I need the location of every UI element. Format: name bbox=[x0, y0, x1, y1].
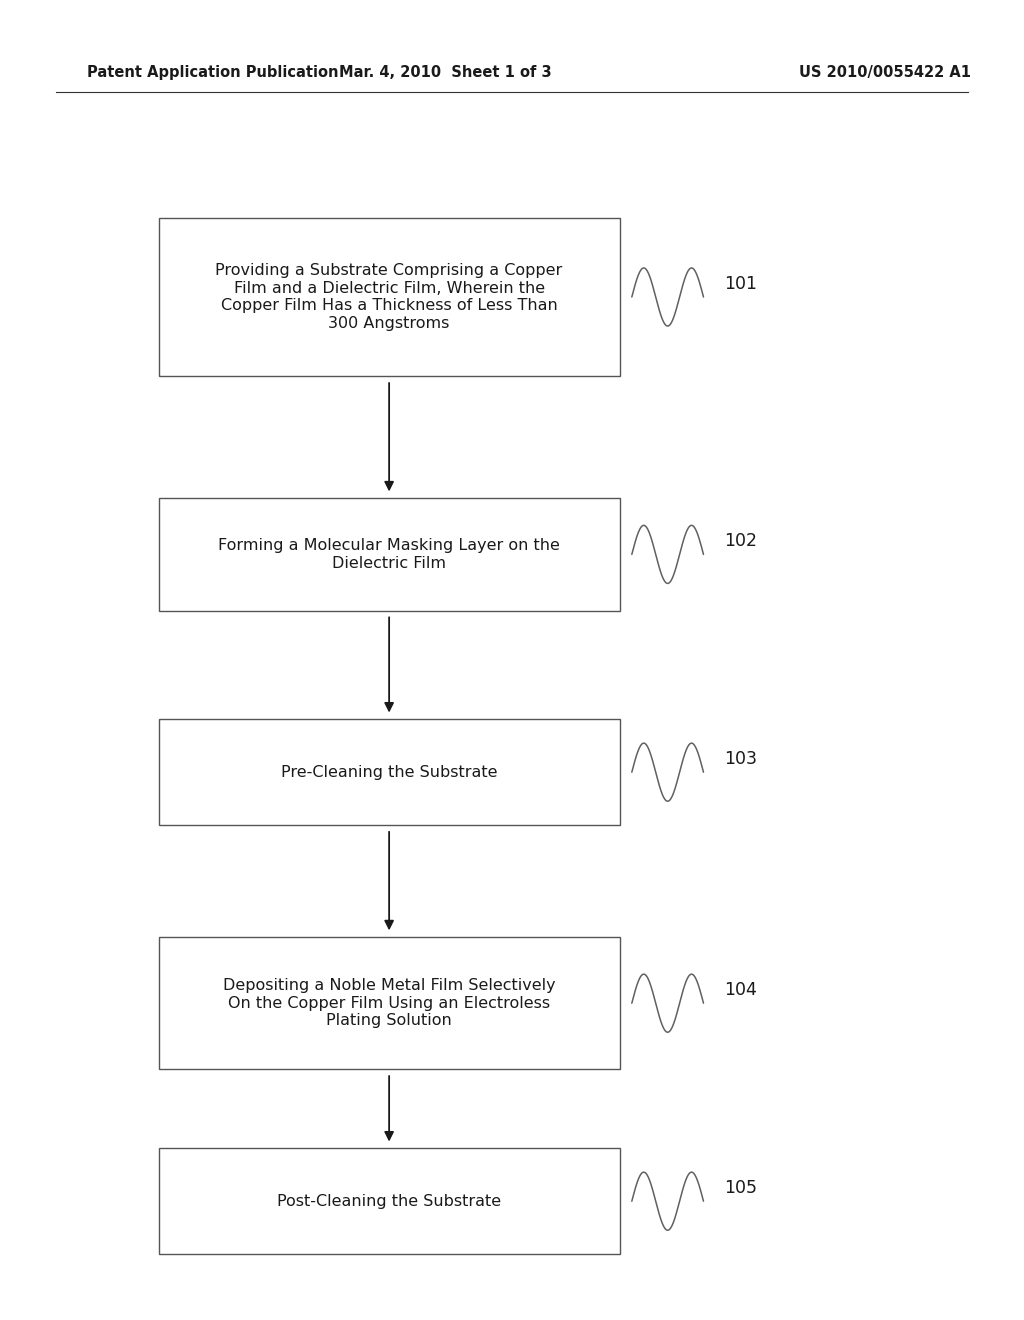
Text: 104: 104 bbox=[724, 981, 757, 999]
Bar bbox=[159, 937, 620, 1069]
Text: 101: 101 bbox=[724, 275, 757, 293]
Text: Forming a Molecular Masking Layer on the
Dielectric Film: Forming a Molecular Masking Layer on the… bbox=[218, 539, 560, 570]
Text: Mar. 4, 2010  Sheet 1 of 3: Mar. 4, 2010 Sheet 1 of 3 bbox=[339, 65, 552, 81]
Text: Patent Application Publication: Patent Application Publication bbox=[87, 65, 339, 81]
Bar bbox=[159, 719, 620, 825]
Text: 103: 103 bbox=[724, 750, 757, 768]
Text: 102: 102 bbox=[724, 532, 757, 550]
Bar bbox=[159, 1148, 620, 1254]
Text: Post-Cleaning the Substrate: Post-Cleaning the Substrate bbox=[278, 1193, 501, 1209]
Bar bbox=[159, 499, 620, 610]
Text: Depositing a Noble Metal Film Selectively
On the Copper Film Using an Electroles: Depositing a Noble Metal Film Selectivel… bbox=[223, 978, 555, 1028]
Text: Providing a Substrate Comprising a Copper
Film and a Dielectric Film, Wherein th: Providing a Substrate Comprising a Coppe… bbox=[215, 264, 563, 330]
Bar bbox=[159, 218, 620, 376]
Text: US 2010/0055422 A1: US 2010/0055422 A1 bbox=[799, 65, 971, 81]
Text: 105: 105 bbox=[724, 1179, 757, 1197]
Text: Pre-Cleaning the Substrate: Pre-Cleaning the Substrate bbox=[281, 764, 498, 780]
